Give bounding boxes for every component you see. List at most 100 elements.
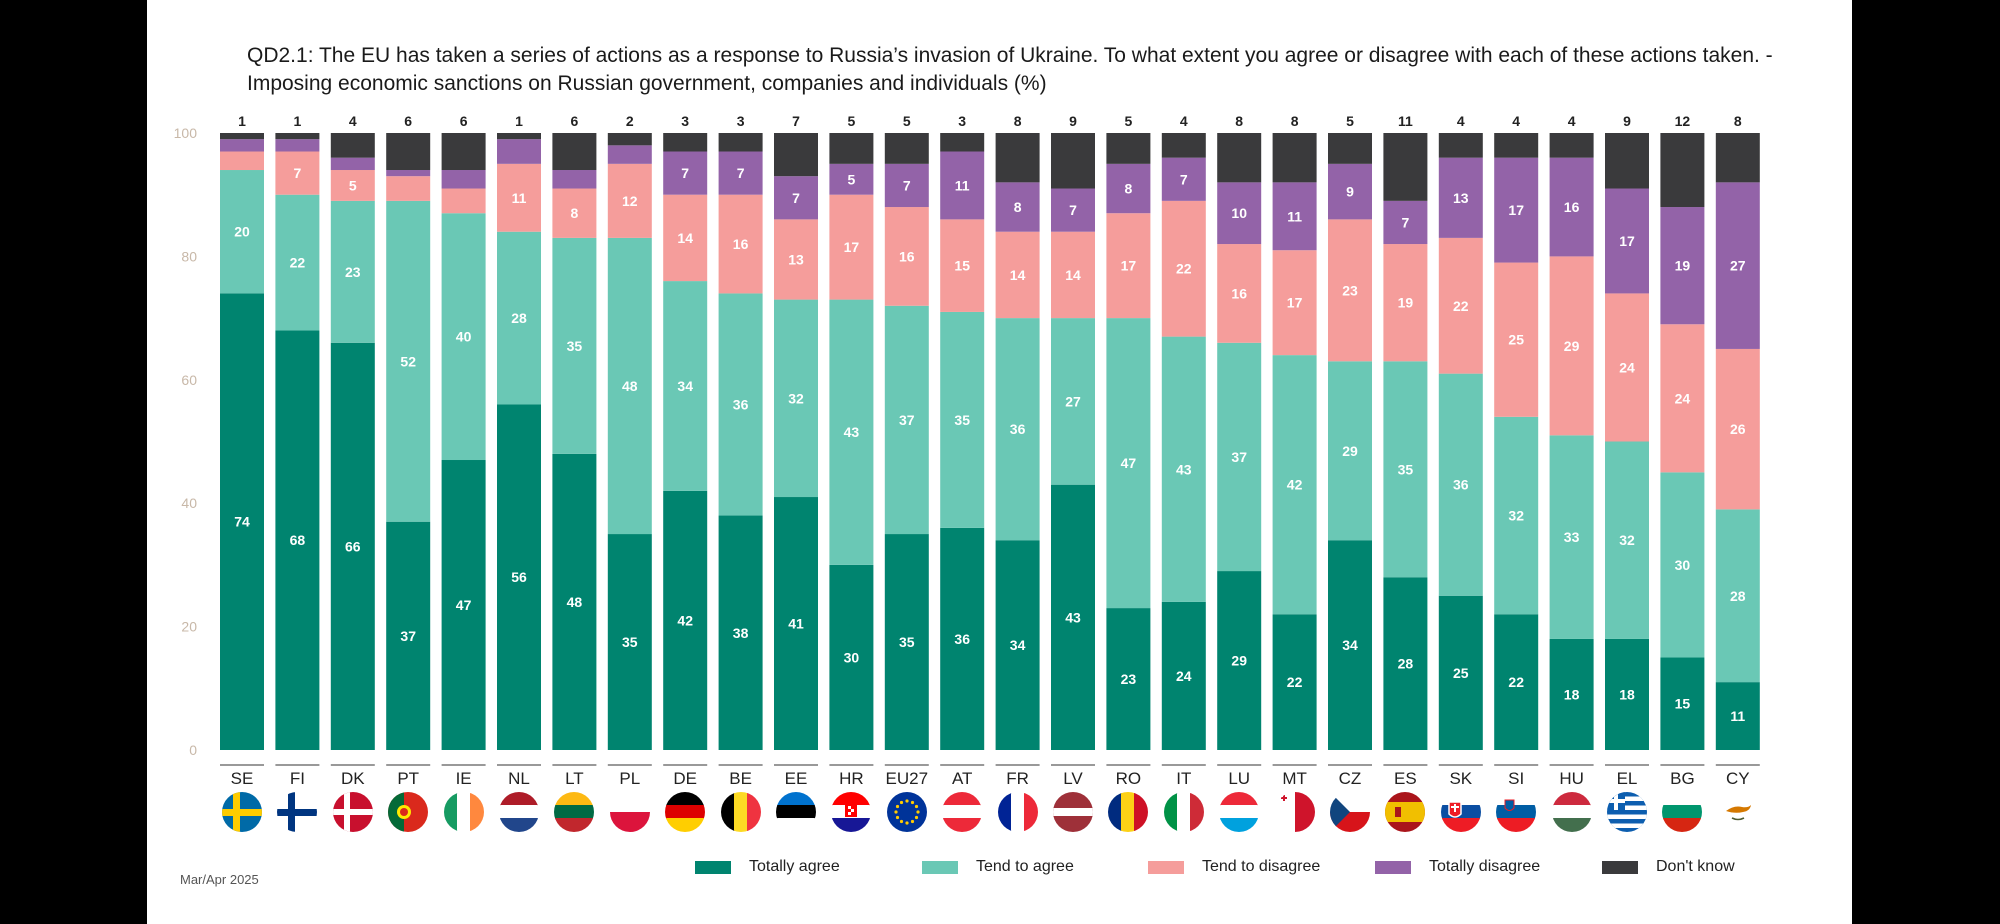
bar-segment	[940, 133, 985, 152]
flag-at-icon	[942, 792, 983, 832]
bar-segment	[1106, 608, 1151, 750]
dont-know-label: 8	[1291, 113, 1299, 129]
bar-segment	[884, 133, 929, 164]
bar-segment	[1161, 336, 1206, 602]
data-label: 19	[1398, 295, 1414, 311]
bar-segment	[940, 151, 985, 220]
bar-segment	[552, 453, 597, 750]
dont-know-label: 9	[1069, 113, 1077, 129]
flag-it-icon	[1163, 792, 1204, 832]
bar-segment	[718, 151, 763, 195]
legend-item: Tend to disagree	[1148, 858, 1320, 876]
data-label: 17	[1121, 258, 1137, 274]
data-label: 29	[1342, 443, 1358, 459]
bar-segment	[774, 497, 818, 750]
bar-segment	[497, 404, 541, 750]
dont-know-label: 8	[1734, 113, 1742, 129]
dont-know-label: 4	[349, 113, 357, 129]
x-tick-label: RO	[1116, 769, 1142, 788]
bar-segment	[607, 237, 652, 535]
flag-mt-icon	[1274, 792, 1315, 832]
bar-segment	[1605, 441, 1649, 639]
bar-segment	[718, 194, 763, 294]
data-label: 5	[848, 171, 856, 187]
legend-swatch	[922, 860, 958, 874]
dont-know-label: 6	[404, 113, 412, 129]
bar-segment	[1328, 361, 1372, 541]
bar-segment	[1660, 133, 1705, 208]
bar-segment	[1217, 571, 1262, 750]
bar-segment	[1549, 435, 1594, 639]
bar-segment	[663, 194, 708, 282]
bar-segment	[386, 176, 431, 201]
bar-segment	[995, 540, 1040, 750]
data-label: 23	[1342, 282, 1358, 298]
bar-segment	[995, 231, 1040, 319]
x-tick-label: EE	[785, 769, 808, 788]
bar-segment	[1272, 250, 1317, 356]
bar-segment	[718, 515, 763, 750]
bar-segment	[718, 133, 763, 152]
data-label: 43	[844, 424, 860, 440]
x-tick-label: CZ	[1339, 769, 1362, 788]
bar-segment	[1328, 219, 1372, 362]
x-tick-label: BG	[1670, 769, 1695, 788]
data-label: 43	[1065, 609, 1081, 625]
bar-segment	[1660, 324, 1705, 473]
x-tick-label: EU27	[886, 769, 929, 788]
data-label: 27	[1730, 258, 1746, 274]
data-label: 22	[1287, 674, 1303, 690]
bar-segment	[497, 231, 541, 405]
dont-know-label: 8	[1235, 113, 1243, 129]
bar-segment	[330, 157, 375, 171]
legend-swatch	[695, 860, 731, 874]
dont-know-label: 1	[238, 113, 246, 129]
bar-segment	[1051, 188, 1095, 232]
data-label: 7	[792, 190, 800, 206]
bar-segment	[386, 133, 431, 171]
legend-item: Totally agree	[695, 858, 840, 876]
legend-swatch	[1148, 860, 1184, 874]
data-label: 43	[1176, 461, 1192, 477]
bar-segment	[1605, 188, 1649, 294]
y-tick-label: 80	[181, 248, 197, 264]
bar-segment	[1494, 262, 1539, 417]
bar-segment	[1051, 484, 1095, 750]
dont-know-label: 5	[1125, 113, 1133, 129]
data-label: 14	[1065, 267, 1081, 283]
data-label: 17	[844, 239, 860, 255]
data-label: 35	[1398, 461, 1414, 477]
bar-segment	[1383, 361, 1428, 578]
bar-segment	[275, 133, 320, 140]
bar-segment	[1051, 133, 1095, 189]
data-label: 7	[294, 165, 302, 181]
x-tick-label: SK	[1449, 769, 1472, 788]
bar-segment	[1161, 133, 1206, 158]
dont-know-label: 3	[681, 113, 689, 129]
bar-segment	[552, 188, 597, 238]
bar-segment	[1494, 157, 1539, 263]
data-label: 16	[1231, 285, 1247, 301]
bar-segment	[1106, 133, 1151, 164]
x-tick-label: SE	[231, 769, 254, 788]
data-label: 52	[400, 353, 416, 369]
data-label: 36	[954, 631, 970, 647]
x-tick-label: AT	[952, 769, 972, 788]
data-label: 11	[1287, 208, 1302, 224]
bar-segment	[441, 460, 486, 750]
dont-know-label: 11	[1398, 113, 1413, 129]
bar-segment	[386, 170, 431, 177]
bar-segment	[1328, 133, 1372, 164]
data-label: 13	[788, 251, 804, 267]
data-label: 22	[1453, 298, 1469, 314]
dont-know-label: 6	[571, 113, 579, 129]
x-tick-label: NL	[508, 769, 530, 788]
data-label: 35	[954, 412, 970, 428]
data-label: 30	[844, 649, 860, 665]
legend-label: Don't know	[1656, 858, 1735, 875]
data-label: 32	[1508, 508, 1524, 524]
flag-se-icon	[222, 792, 262, 832]
x-tick-label: DK	[341, 769, 365, 788]
bar-segment	[1106, 213, 1151, 319]
bar-segment	[441, 188, 486, 214]
